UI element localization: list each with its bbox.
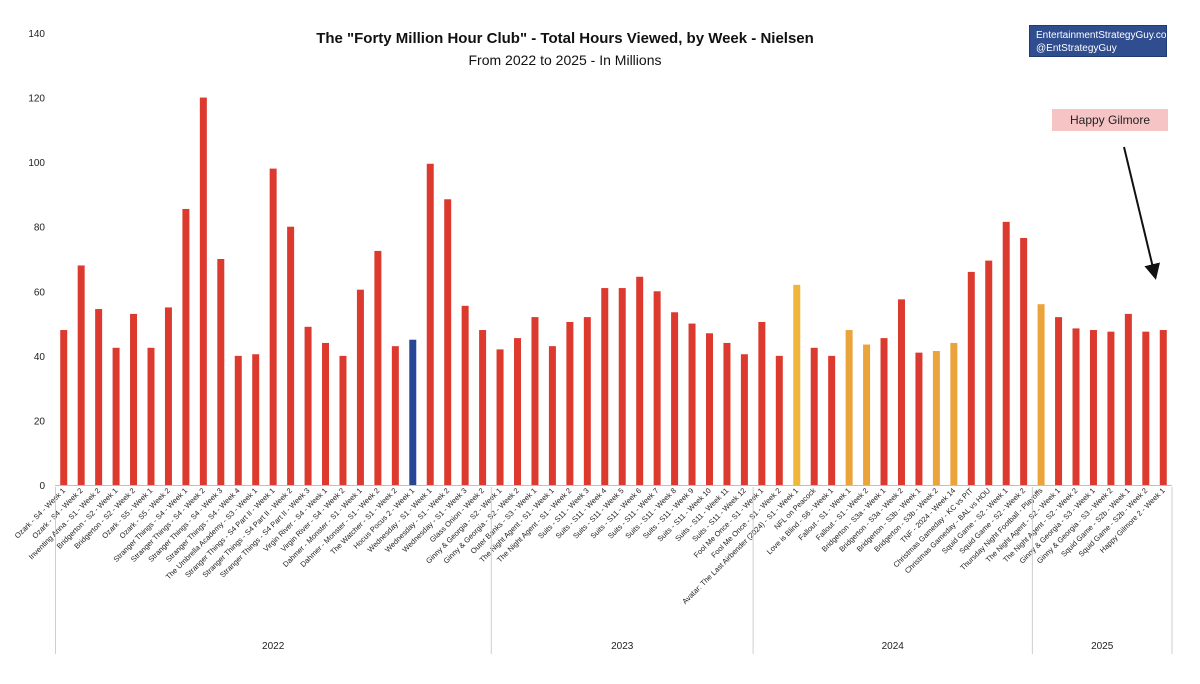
bar: [1037, 304, 1045, 485]
bar: [548, 346, 556, 485]
bar: [950, 342, 958, 485]
bar: [199, 97, 207, 485]
y-tick-label: 0: [39, 481, 45, 492]
y-tick-label: 40: [34, 352, 46, 363]
bar: [740, 354, 748, 485]
year-label: 2022: [262, 641, 285, 652]
bar: [391, 346, 399, 485]
y-tick-label: 120: [28, 94, 45, 105]
bar: [1072, 328, 1080, 485]
bar: [531, 317, 539, 485]
bar: [322, 342, 330, 485]
bar: [618, 288, 626, 485]
y-tick-label: 140: [28, 29, 45, 40]
year-label: 2025: [1091, 641, 1114, 652]
bar: [1107, 331, 1115, 485]
x-tick-label: Inventing Anna - S1 - Week 2: [27, 486, 102, 561]
bar: [60, 330, 68, 485]
bar: [95, 309, 103, 485]
bar: [182, 208, 190, 485]
bar: [1002, 221, 1010, 485]
chart-title: The "Forty Million Hour Club" - Total Ho…: [316, 30, 814, 47]
bar: [897, 299, 905, 485]
bar: [304, 326, 312, 485]
bar: [409, 339, 417, 485]
bar: [339, 355, 347, 485]
year-label: 2023: [611, 641, 634, 652]
bar: [1142, 331, 1150, 485]
bar: [723, 342, 731, 485]
credit-website: EntertainmentStrategyGuy.com: [1036, 30, 1175, 41]
bar: [426, 163, 434, 485]
bar: [671, 312, 679, 485]
bar: [845, 330, 853, 485]
credit-box: EntertainmentStrategyGuy.com @EntStrateg…: [1029, 25, 1175, 57]
bar: [775, 355, 783, 485]
bar: [793, 284, 801, 485]
bar: [932, 351, 940, 485]
bar: [147, 347, 155, 485]
bar: [164, 307, 172, 485]
annotation-arrow: [1123, 146, 1160, 280]
bar: [514, 338, 522, 485]
bar: [688, 323, 696, 485]
bar: [828, 355, 836, 485]
bar: [130, 313, 138, 485]
bar: [461, 305, 469, 485]
y-tick-label: 80: [34, 223, 46, 234]
bar: [287, 226, 295, 485]
bar: [880, 338, 888, 485]
bar: [252, 354, 260, 485]
bar: [1020, 238, 1028, 485]
bar: [863, 344, 871, 485]
bar: [1089, 330, 1097, 485]
chart-subtitle: From 2022 to 2025 - In Millions: [468, 52, 662, 68]
bar: [636, 276, 644, 485]
y-tick-label: 100: [28, 158, 45, 169]
bar: [444, 199, 452, 485]
bar: [601, 288, 609, 485]
bar: [985, 260, 993, 485]
credit-handle: @EntStrategyGuy: [1036, 43, 1117, 54]
bar: [705, 333, 713, 485]
bar: [112, 347, 120, 485]
bar: [758, 321, 766, 485]
annotation-label: Happy Gilmore: [1052, 109, 1168, 131]
bar: [653, 291, 661, 485]
year-label: 2024: [882, 641, 905, 652]
bar: [234, 355, 242, 485]
bar: [374, 250, 382, 485]
bar: [967, 271, 975, 485]
bar: [356, 289, 364, 485]
bar: [269, 168, 277, 485]
bar: [566, 321, 574, 485]
bar: [1055, 317, 1063, 485]
bar: [1159, 330, 1167, 485]
y-tick-label: 20: [34, 416, 46, 427]
bar: [479, 330, 487, 485]
bar: [1124, 313, 1132, 485]
bar: [915, 352, 923, 485]
bar: [77, 265, 85, 485]
bar: [496, 349, 504, 485]
bar: [217, 259, 225, 485]
bar: [810, 347, 818, 485]
bar: [583, 317, 591, 485]
y-tick-label: 60: [34, 287, 46, 298]
